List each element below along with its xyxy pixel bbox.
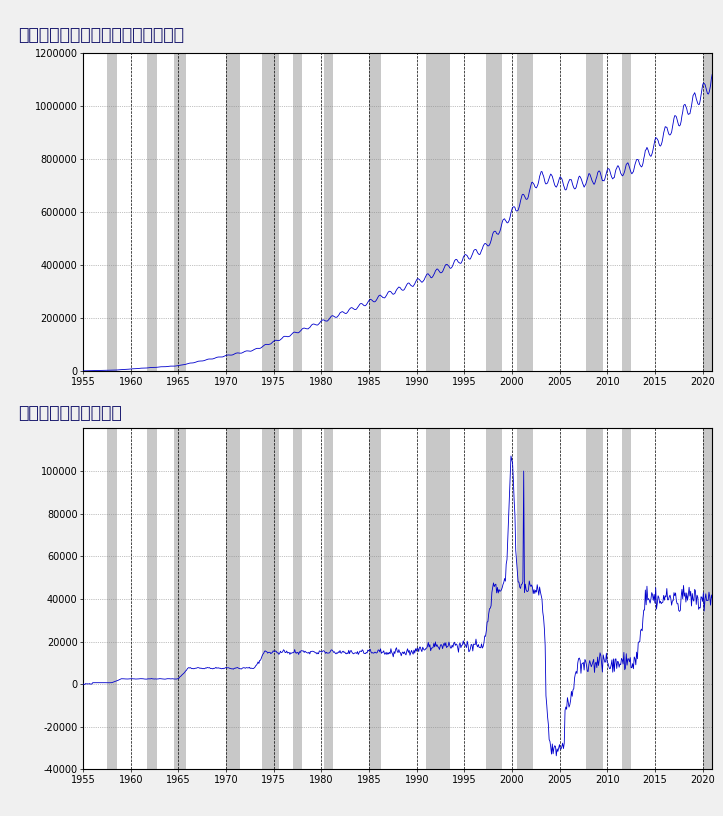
Bar <box>293 53 302 371</box>
Bar <box>517 53 534 371</box>
Bar <box>622 428 631 769</box>
Bar <box>107 53 117 371</box>
Bar <box>369 53 381 371</box>
Bar <box>147 53 157 371</box>
Bar <box>622 53 631 371</box>
Bar <box>517 428 534 769</box>
Bar <box>174 53 186 371</box>
Bar <box>703 428 712 769</box>
Bar <box>586 428 602 769</box>
Bar <box>262 428 278 769</box>
Bar <box>293 428 302 769</box>
Bar <box>226 53 241 371</box>
Bar <box>147 428 157 769</box>
Bar <box>427 428 450 769</box>
Bar <box>427 53 450 371</box>
Text: １．日本銀行の通貨発行残高の推移: １．日本銀行の通貨発行残高の推移 <box>18 26 184 44</box>
Bar <box>486 53 502 371</box>
Bar <box>174 428 186 769</box>
Bar <box>703 53 712 371</box>
Bar <box>586 53 602 371</box>
Text: ２．対前年同期比増減: ２．対前年同期比増減 <box>18 404 121 422</box>
Bar <box>226 428 241 769</box>
Bar <box>262 53 278 371</box>
Bar <box>107 428 117 769</box>
Bar <box>486 428 502 769</box>
Bar <box>324 53 333 371</box>
Bar <box>324 428 333 769</box>
Bar <box>369 428 381 769</box>
